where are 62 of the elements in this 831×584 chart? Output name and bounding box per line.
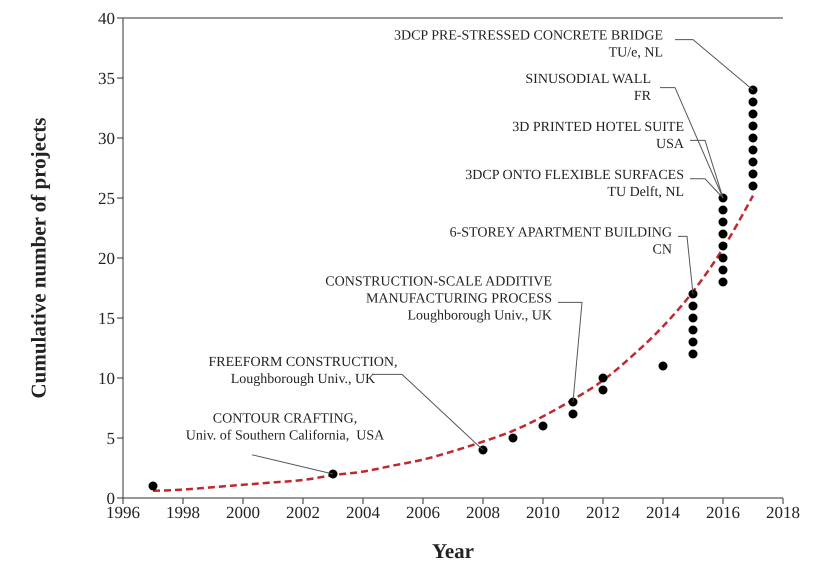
annotation: 3D PRINTED HOTEL SUITE USA — [512, 120, 685, 152]
x-tick-label: 2000 — [226, 503, 260, 522]
x-axis-title: Year — [432, 539, 474, 563]
point — [148, 482, 158, 490]
point — [718, 218, 728, 226]
point — [718, 230, 728, 238]
y-tick-label: 30 — [98, 129, 115, 148]
point — [718, 254, 728, 262]
point — [748, 122, 758, 130]
point — [748, 134, 758, 142]
y-tick-label: 5 — [106, 429, 115, 448]
point — [688, 290, 698, 298]
y-tick-label: 20 — [98, 249, 115, 268]
point — [718, 266, 728, 274]
point — [478, 446, 488, 454]
x-tick-label: 1998 — [166, 503, 200, 522]
annotation: FREEFORM CONSTRUCTION, Loughborough Univ., UK — [208, 355, 398, 387]
y-tick-label: 40 — [98, 9, 115, 28]
point — [508, 434, 518, 442]
point — [598, 374, 608, 382]
point — [748, 170, 758, 178]
point — [658, 362, 668, 370]
point — [328, 470, 338, 478]
y-axis-title: Cumulative number of projects — [26, 118, 50, 398]
point — [718, 278, 728, 286]
point — [748, 86, 758, 94]
x-tick-label: 1996 — [106, 503, 140, 522]
y-tick-label: 35 — [98, 69, 115, 88]
point — [718, 206, 728, 214]
x-tick-label: 2006 — [406, 503, 440, 522]
point — [748, 182, 758, 190]
point — [688, 326, 698, 334]
point — [538, 422, 548, 430]
x-tick-label: 2010 — [526, 503, 560, 522]
x-tick-label: 2008 — [466, 503, 500, 522]
annotation: 3DCP ONTO FLEXIBLE SURFACES TU Delft, NL — [465, 168, 684, 200]
annotation: SINUSODIAL WALL FR — [525, 72, 652, 104]
x-tick-label: 2016 — [706, 503, 740, 522]
annotation: 3DCP PRE-STRESSED CONCRETE BRIDGE TU/e, NL — [394, 28, 663, 61]
x-tick-label: 2018 — [766, 503, 800, 522]
point — [598, 386, 608, 394]
point — [568, 398, 578, 406]
y-tick-label: 15 — [98, 309, 115, 328]
point — [568, 410, 578, 418]
x-tick-label: 2004 — [346, 503, 380, 522]
annotation: CONTOUR CRAFTING, Univ. of Southern California, USA — [186, 411, 386, 444]
point — [688, 314, 698, 322]
point — [748, 146, 758, 154]
point — [688, 338, 698, 346]
annotation: 6-STOREY APARTMENT BUILDING CN — [450, 225, 672, 258]
x-tick-label: 2014 — [646, 503, 680, 522]
x-tick-label: 2012 — [586, 503, 620, 522]
point — [718, 242, 728, 250]
point — [688, 302, 698, 310]
y-tick-label: 10 — [98, 369, 115, 388]
point — [748, 98, 758, 106]
point — [748, 110, 758, 118]
point — [748, 158, 758, 166]
point — [688, 350, 698, 358]
y-tick-label: 25 — [98, 189, 115, 208]
annotation: CONSTRUCTION-SCALE ADDITIVE MANUFACTURING PROCESS Loughborough Univ., UK — [325, 274, 552, 324]
x-tick-label: 2002 — [286, 503, 320, 522]
